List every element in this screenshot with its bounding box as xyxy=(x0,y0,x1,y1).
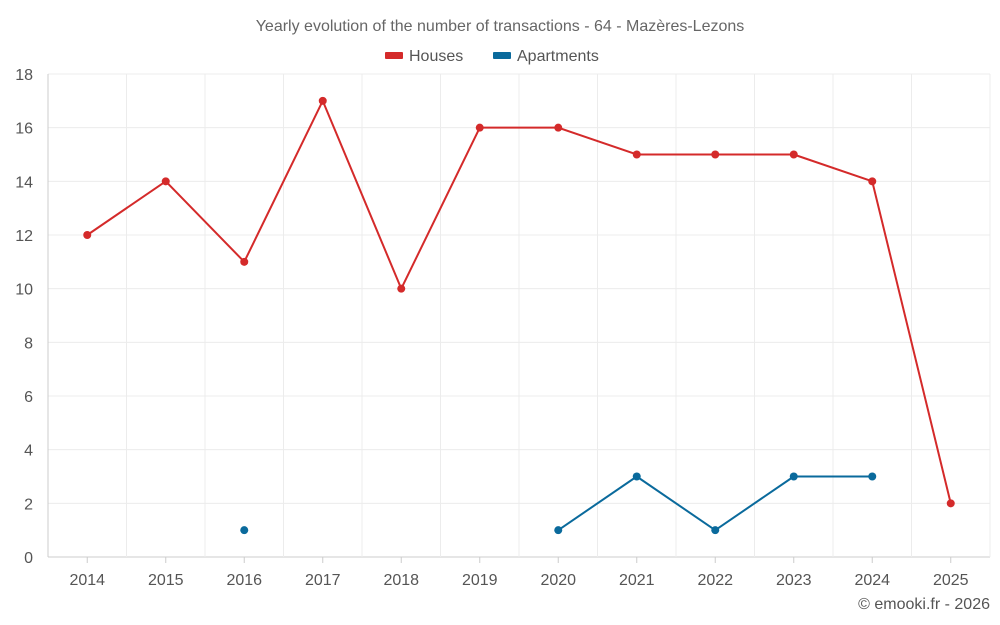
x-tick-label: 2023 xyxy=(776,572,812,589)
x-tick-label: 2015 xyxy=(148,572,184,589)
legend-label-apartments: Apartments xyxy=(517,48,599,65)
houses-point-2019 xyxy=(475,123,484,132)
y-tick-label: 14 xyxy=(15,174,33,191)
y-tick-label: 6 xyxy=(24,389,33,406)
apartments-point-2021 xyxy=(632,472,641,481)
houses-point-2017 xyxy=(318,96,327,105)
legend-swatch-houses xyxy=(385,52,403,59)
x-tick-label: 2016 xyxy=(226,572,262,589)
houses-series-line xyxy=(86,99,952,504)
x-tick-label: 2014 xyxy=(69,572,105,589)
houses-point-2014 xyxy=(83,231,92,239)
apartments-point-2020 xyxy=(554,526,563,535)
houses-point-2022 xyxy=(711,150,720,159)
y-tick-label: 0 xyxy=(24,550,33,567)
x-tick-label: 2022 xyxy=(697,572,733,589)
y-tick-label: 2 xyxy=(24,496,33,513)
x-tick-label: 2020 xyxy=(540,572,576,589)
legend: Houses Apartments xyxy=(385,48,599,65)
x-tick-label: 2018 xyxy=(383,572,419,589)
y-tick-label: 10 xyxy=(15,282,33,299)
x-tick-label: 2025 xyxy=(933,572,969,589)
houses-point-2015 xyxy=(161,177,170,186)
houses-point-2021 xyxy=(632,150,641,159)
y-tick-label: 12 xyxy=(15,228,33,245)
y-tick-label: 4 xyxy=(24,443,33,460)
x-tick-label: 2024 xyxy=(854,572,890,589)
apartments-point-2024 xyxy=(868,472,877,481)
credit-text: © emooki.fr - 2026 xyxy=(858,596,990,613)
y-tick-label: 16 xyxy=(15,121,33,138)
apartments-point-2023 xyxy=(789,472,798,481)
y-tick-label: 18 xyxy=(15,67,33,84)
y-tick-label: 8 xyxy=(24,335,33,352)
y-axis-ticks: 0 2 4 6 8 10 12 14 16 18 xyxy=(15,67,33,567)
x-tick-label: 2017 xyxy=(305,572,341,589)
chart-title: Yearly evolution of the number of transa… xyxy=(256,18,745,35)
houses-point-2020 xyxy=(554,123,563,132)
houses-point-2023 xyxy=(789,150,798,159)
legend-swatch-apartments xyxy=(493,52,511,59)
apartments-point-2016 xyxy=(240,526,249,535)
x-axis-ticks: 2014 2015 2016 2017 2018 2019 2020 2021 2022 2023… xyxy=(69,557,969,589)
houses-point-2018 xyxy=(397,284,406,293)
legend-label-houses: Houses xyxy=(409,48,463,65)
x-tick-label: 2019 xyxy=(462,572,498,589)
x-tick-label: 2021 xyxy=(619,572,655,589)
houses-point-2024 xyxy=(868,177,877,186)
houses-point-2025 xyxy=(946,499,955,508)
series-layer xyxy=(83,96,955,535)
grid xyxy=(47,73,991,558)
houses-point-2016 xyxy=(240,257,249,266)
apartments-point-2022 xyxy=(711,526,720,535)
